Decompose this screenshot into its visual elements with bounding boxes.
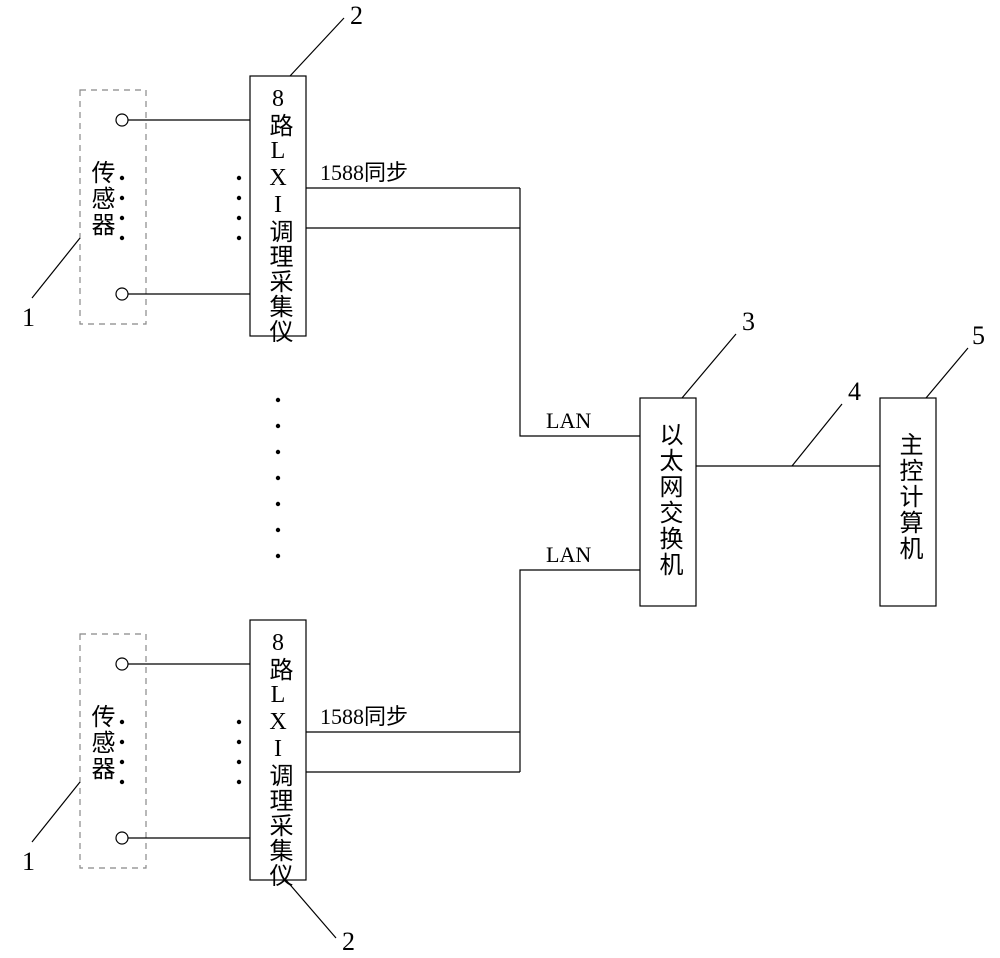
callout-lxi-top-line [290, 18, 344, 76]
callout-switch-line [682, 334, 736, 398]
callout-switch: 3 [742, 307, 755, 336]
lxi-bot-left-vdots [237, 720, 241, 784]
lxi-bot-label: 8路LXI调理采集仪 [265, 630, 293, 888]
callout-lxi-bot-line [286, 880, 336, 938]
switch-label: 以太网交换机 [655, 422, 683, 578]
sensor-bot-vdots [120, 720, 124, 784]
callout-host: 5 [972, 321, 985, 350]
sensor-bot-label: 传感器 [87, 704, 115, 782]
lxi-bot-elbow [520, 570, 640, 772]
sensor-top-terminal-upper [116, 114, 128, 126]
lxi-top-label: 8路LXI调理采集仪 [265, 86, 293, 344]
lxi-top-left-vdots [237, 176, 241, 240]
callout-sensor-top-line [32, 238, 80, 298]
callout-sensor-top: 1 [22, 303, 35, 332]
lxi-gap-vdots [276, 398, 280, 558]
host-label: 主控计算机 [895, 432, 923, 562]
callout-link: 4 [848, 377, 861, 406]
sync-bot-label: 1588同步 [320, 704, 408, 729]
sensor-bot-terminal-lower [116, 832, 128, 844]
sensor-top-terminal-lower [116, 288, 128, 300]
callout-sensor-bot: 1 [22, 847, 35, 876]
sync-top-label: 1588同步 [320, 160, 408, 185]
callout-link-line [792, 404, 842, 466]
lan-top-label: LAN [546, 408, 591, 433]
callout-host-line [926, 348, 968, 398]
block-diagram: 传感器 传感器 8路LXI调理采集仪 8路LXI调理采集仪 [0, 0, 1000, 958]
callout-lxi-top: 2 [350, 1, 363, 30]
sensor-top-vdots [120, 176, 124, 240]
callout-lxi-bot: 2 [342, 927, 355, 956]
sensor-bot-terminal-upper [116, 658, 128, 670]
lxi-top-elbow [520, 188, 640, 436]
lan-bot-label: LAN [546, 542, 591, 567]
callout-sensor-bot-line [32, 782, 80, 842]
sensor-top-label: 传感器 [87, 160, 115, 238]
